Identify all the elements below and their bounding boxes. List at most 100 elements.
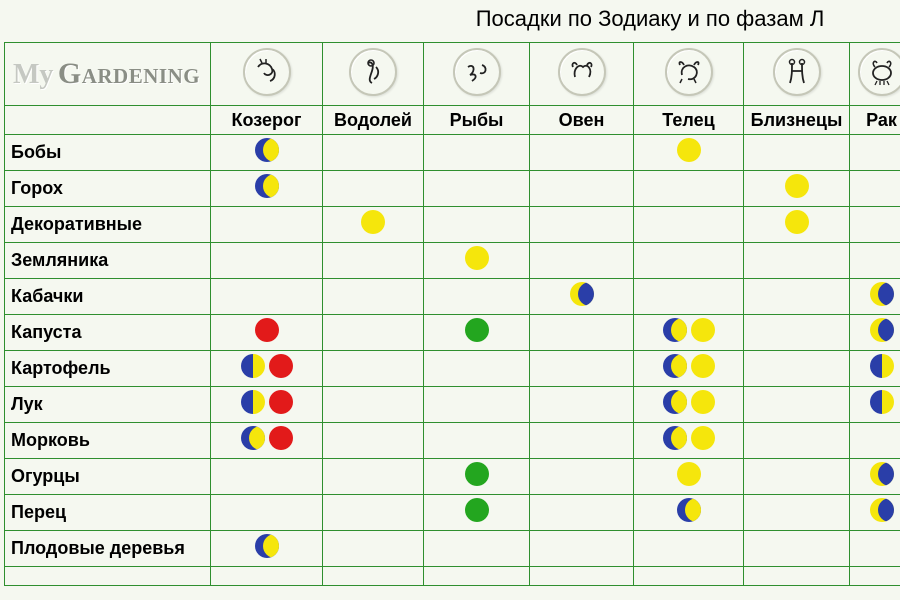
data-cell	[850, 243, 900, 279]
row-label: Горох	[5, 171, 211, 207]
table-row	[5, 567, 900, 586]
moon-group	[870, 282, 894, 306]
data-cell	[424, 135, 530, 171]
data-cell	[530, 567, 634, 586]
row-label: Декоративные	[5, 207, 211, 243]
moon-phase-icon	[269, 426, 293, 450]
table-row: Картофель	[5, 351, 900, 387]
table-row: Бобы	[5, 135, 900, 171]
data-cell	[530, 423, 634, 459]
row-label: Кабачки	[5, 279, 211, 315]
data-cell	[744, 567, 850, 586]
row-label: Лук	[5, 387, 211, 423]
data-cell	[744, 423, 850, 459]
zodiac-icon-taurus	[634, 43, 744, 106]
data-cell	[323, 243, 424, 279]
moon-group	[255, 318, 279, 342]
data-cell	[211, 279, 323, 315]
logo-my: My	[13, 59, 53, 90]
page-title: Посадки по Зодиаку и по фазам Л	[0, 6, 900, 32]
data-cell	[850, 531, 900, 567]
moon-group	[663, 390, 715, 414]
data-cell	[530, 171, 634, 207]
moon-phase-icon	[870, 462, 894, 486]
table-row: Перец	[5, 495, 900, 531]
data-cell	[634, 171, 744, 207]
pisces-icon	[453, 48, 501, 96]
data-cell	[850, 207, 900, 243]
col-header-gemini: Близнецы	[744, 106, 850, 135]
data-cell	[211, 315, 323, 351]
data-cell	[744, 171, 850, 207]
moon-phase-icon	[663, 426, 687, 450]
header-labels-row: Козерог Водолей Рыбы Овен Телец Близнецы…	[5, 106, 900, 135]
data-cell	[634, 315, 744, 351]
data-cell	[211, 495, 323, 531]
cancer-icon	[858, 48, 900, 96]
moon-group	[785, 210, 809, 234]
data-cell	[634, 351, 744, 387]
data-cell	[744, 279, 850, 315]
moon-group	[465, 498, 489, 522]
moon-phase-icon	[241, 426, 265, 450]
data-cell	[424, 279, 530, 315]
moon-group	[870, 318, 894, 342]
data-cell	[850, 567, 900, 586]
data-cell	[530, 495, 634, 531]
data-cell	[634, 531, 744, 567]
moon-phase-icon	[255, 534, 279, 558]
data-cell	[530, 387, 634, 423]
data-cell	[424, 459, 530, 495]
moon-phase-icon	[663, 354, 687, 378]
data-cell	[634, 387, 744, 423]
data-cell	[634, 135, 744, 171]
logo-cell: My Gardening	[5, 43, 211, 106]
data-cell	[850, 495, 900, 531]
data-cell	[323, 351, 424, 387]
row-label: Морковь	[5, 423, 211, 459]
row-label: Огурцы	[5, 459, 211, 495]
table-row: Капуста	[5, 315, 900, 351]
zodiac-icon-pisces	[424, 43, 530, 106]
logo-gardening: Gardening	[58, 57, 200, 90]
moon-phase-icon	[677, 462, 701, 486]
data-cell	[530, 135, 634, 171]
moon-group	[255, 534, 279, 558]
moon-group	[870, 498, 894, 522]
moon-phase-icon	[677, 498, 701, 522]
data-cell	[530, 459, 634, 495]
data-cell	[530, 279, 634, 315]
data-cell	[424, 171, 530, 207]
moon-group	[677, 462, 701, 486]
moon-phase-icon	[870, 318, 894, 342]
moon-group	[241, 426, 293, 450]
table-row: Огурцы	[5, 459, 900, 495]
data-cell	[530, 207, 634, 243]
data-cell	[744, 243, 850, 279]
table-row: Кабачки	[5, 279, 900, 315]
moon-phase-icon	[255, 318, 279, 342]
moon-group	[663, 354, 715, 378]
data-cell	[744, 459, 850, 495]
moon-phase-icon	[691, 354, 715, 378]
data-cell	[424, 351, 530, 387]
header-empty	[5, 106, 211, 135]
data-cell	[323, 315, 424, 351]
data-cell	[211, 531, 323, 567]
moon-phase-icon	[255, 174, 279, 198]
table-row: Земляника	[5, 243, 900, 279]
data-cell	[634, 423, 744, 459]
row-label: Плодовые деревья	[5, 531, 211, 567]
aquarius-icon	[349, 48, 397, 96]
data-cell	[744, 495, 850, 531]
data-cell	[323, 207, 424, 243]
table-row: Плодовые деревья	[5, 531, 900, 567]
moon-phase-icon	[465, 462, 489, 486]
row-label: Капуста	[5, 315, 211, 351]
data-cell	[323, 567, 424, 586]
moon-phase-icon	[269, 354, 293, 378]
data-cell	[530, 315, 634, 351]
moon-phase-icon	[465, 318, 489, 342]
moon-phase-icon	[677, 138, 701, 162]
data-cell	[424, 207, 530, 243]
